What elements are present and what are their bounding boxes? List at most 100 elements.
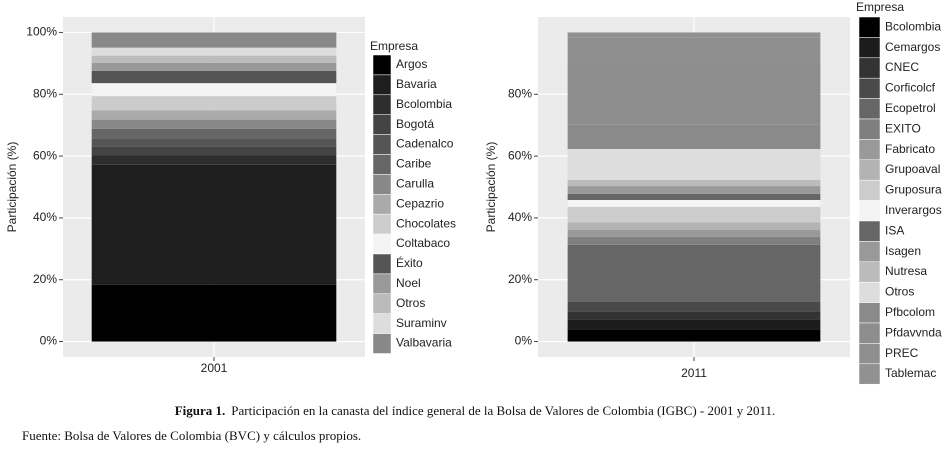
caption: Figura 1. Participación en la canasta del… — [175, 403, 776, 418]
bar-segment — [91, 55, 337, 63]
bar-segment — [567, 244, 821, 302]
bar-segment — [567, 222, 821, 230]
legend-key — [858, 322, 881, 344]
legend-label: Grupoaval — [885, 162, 940, 176]
legend-label: Tablemac — [885, 366, 936, 380]
bar-segment — [567, 193, 821, 200]
legend-key — [372, 213, 392, 235]
bar-segment — [91, 128, 337, 139]
y-tick-label: 60% — [33, 148, 57, 162]
legend-label: Cemargos — [885, 40, 940, 54]
caption-text: Participación en la canasta del índice g… — [231, 403, 775, 418]
legend-label: Argos — [396, 57, 427, 71]
bar-segment — [567, 301, 821, 312]
legend-label: Inverargos — [885, 203, 942, 217]
y-axis-title: Participación (%) — [484, 142, 498, 233]
y-tick-label: 80% — [33, 86, 57, 100]
legend-label: Bogotá — [396, 117, 434, 131]
x-tick-label: 2011 — [681, 366, 707, 380]
legend-key — [858, 16, 881, 38]
legend-key — [372, 333, 392, 354]
legend-label: EXITO — [885, 121, 921, 135]
legend-key — [858, 220, 881, 242]
legend-key — [858, 281, 881, 303]
legend-key — [858, 77, 881, 99]
legend-label: Fabricato — [885, 142, 935, 156]
bar-segment — [567, 32, 821, 38]
legend-label: Cadenalco — [396, 137, 454, 151]
legend-key — [858, 343, 881, 365]
bar-segment — [567, 236, 821, 245]
legend-label: Caribe — [396, 157, 432, 171]
legend-label: PREC — [885, 346, 919, 360]
legend-key — [372, 194, 392, 215]
legend-label: Gruposura — [885, 183, 942, 197]
legend-label: Carulla — [396, 177, 434, 191]
y-tick-label: 0% — [40, 334, 58, 348]
legend-label: Valbavaria — [396, 336, 452, 350]
legend-key — [372, 74, 392, 96]
legend-key — [858, 139, 881, 161]
legend-label: Corficolcf — [885, 81, 936, 95]
legend-key — [858, 200, 881, 222]
x-tick-label: 2001 — [201, 361, 228, 375]
legend-label: Cepazrio — [396, 196, 444, 210]
bar-segment — [91, 155, 337, 165]
legend-key — [858, 37, 881, 59]
legend-label: Suraminv — [396, 316, 447, 330]
legend-key — [372, 174, 392, 195]
legend-label: Pfdavvnda — [885, 325, 942, 339]
bar-segment — [91, 96, 337, 111]
bar-segment — [91, 47, 337, 56]
legend-label: Nutresa — [885, 264, 927, 278]
y-tick-label: 60% — [508, 148, 532, 162]
legend-key — [372, 233, 392, 255]
legend-label: CNEC — [885, 60, 919, 74]
bar-segment — [567, 319, 821, 330]
bar-segment — [91, 119, 337, 129]
legend-label: Otros — [396, 296, 425, 310]
bar-segment — [567, 124, 821, 149]
legend-key — [372, 313, 392, 334]
legend-label: Coltabaco — [396, 236, 450, 250]
y-tick-label: 80% — [508, 86, 532, 100]
legend-key — [858, 98, 881, 120]
legend-label: Otros — [885, 285, 914, 299]
y-tick-label: 0% — [515, 334, 533, 348]
bar-segment — [91, 138, 337, 147]
y-tick-label: 100% — [26, 25, 57, 39]
bar-segment — [91, 32, 337, 48]
legend-title: Empresa — [370, 39, 418, 53]
bar-segment — [567, 179, 821, 187]
legend-key — [372, 54, 392, 76]
bar-segment — [91, 284, 337, 342]
legend-key — [372, 94, 392, 115]
legend-key — [858, 57, 881, 79]
legend-key — [372, 253, 392, 275]
bar-segment — [567, 329, 821, 342]
legend-label: Ecopetrol — [885, 101, 936, 115]
legend-key — [858, 179, 881, 201]
legend-key — [372, 134, 392, 155]
legend-label: Chocolates — [396, 216, 456, 230]
legend-label: Éxito — [396, 255, 423, 270]
bar-segment — [91, 146, 337, 156]
y-tick-label: 40% — [33, 210, 57, 224]
legend-key — [858, 159, 881, 181]
legend-title: Empresa — [856, 0, 904, 14]
bar-segment — [91, 62, 337, 71]
legend-label: Bcolombia — [396, 97, 452, 111]
legend-key — [372, 273, 392, 295]
bar-segment — [91, 83, 337, 97]
legend-label: Bcolombia — [885, 19, 941, 33]
legend-key — [858, 241, 881, 263]
legend-key — [858, 302, 881, 324]
caption-label: Figura 1. — [175, 403, 226, 418]
legend-label: Pfbcolom — [885, 305, 935, 319]
bar-segment — [567, 206, 821, 223]
bar-segment — [567, 199, 821, 207]
legend-key — [372, 154, 392, 175]
legend-label: Bavaria — [396, 77, 437, 91]
bar-segment — [567, 229, 821, 237]
